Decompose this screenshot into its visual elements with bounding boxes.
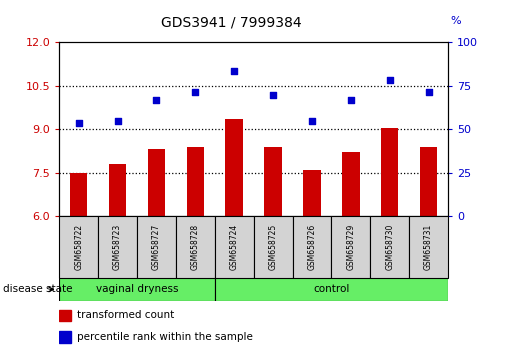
Bar — [59, 216, 98, 278]
Text: GSM658723: GSM658723 — [113, 224, 122, 270]
Text: GSM658726: GSM658726 — [307, 224, 316, 270]
Text: GSM658731: GSM658731 — [424, 224, 433, 270]
Bar — [264, 147, 282, 216]
Bar — [226, 119, 243, 216]
Point — [230, 69, 238, 74]
Bar — [70, 172, 88, 216]
Text: GDS3941 / 7999384: GDS3941 / 7999384 — [161, 16, 302, 30]
Bar — [332, 216, 370, 278]
Bar — [420, 147, 437, 216]
Point — [269, 92, 277, 97]
Point — [347, 97, 355, 103]
Bar — [381, 128, 399, 216]
Point — [424, 89, 433, 95]
Bar — [342, 152, 359, 216]
Text: GSM658729: GSM658729 — [347, 224, 355, 270]
Text: percentile rank within the sample: percentile rank within the sample — [77, 332, 252, 342]
Point — [308, 118, 316, 123]
Text: GSM658727: GSM658727 — [152, 224, 161, 270]
Text: GSM658725: GSM658725 — [269, 224, 278, 270]
Point — [191, 89, 199, 95]
Text: disease state: disease state — [3, 284, 72, 295]
Bar — [109, 164, 126, 216]
Bar — [59, 331, 71, 343]
Text: %: % — [451, 16, 461, 26]
Bar — [176, 216, 215, 278]
Text: GSM658724: GSM658724 — [230, 224, 238, 270]
Bar — [148, 149, 165, 216]
Bar — [98, 216, 137, 278]
Point — [113, 118, 122, 123]
Bar — [59, 278, 215, 301]
Text: control: control — [313, 284, 350, 295]
Bar — [370, 216, 409, 278]
Bar — [253, 216, 293, 278]
Point — [152, 97, 161, 103]
Point — [386, 77, 394, 83]
Text: GSM658722: GSM658722 — [74, 224, 83, 270]
Text: vaginal dryness: vaginal dryness — [96, 284, 178, 295]
Text: transformed count: transformed count — [77, 310, 174, 320]
Bar — [303, 170, 321, 216]
Bar — [409, 216, 448, 278]
Text: GSM658728: GSM658728 — [191, 224, 200, 270]
Bar — [215, 216, 253, 278]
Text: GSM658730: GSM658730 — [385, 224, 394, 270]
Bar — [215, 278, 448, 301]
Bar — [186, 147, 204, 216]
Point — [75, 121, 83, 126]
Bar — [137, 216, 176, 278]
Bar — [293, 216, 332, 278]
Bar — [59, 309, 71, 321]
